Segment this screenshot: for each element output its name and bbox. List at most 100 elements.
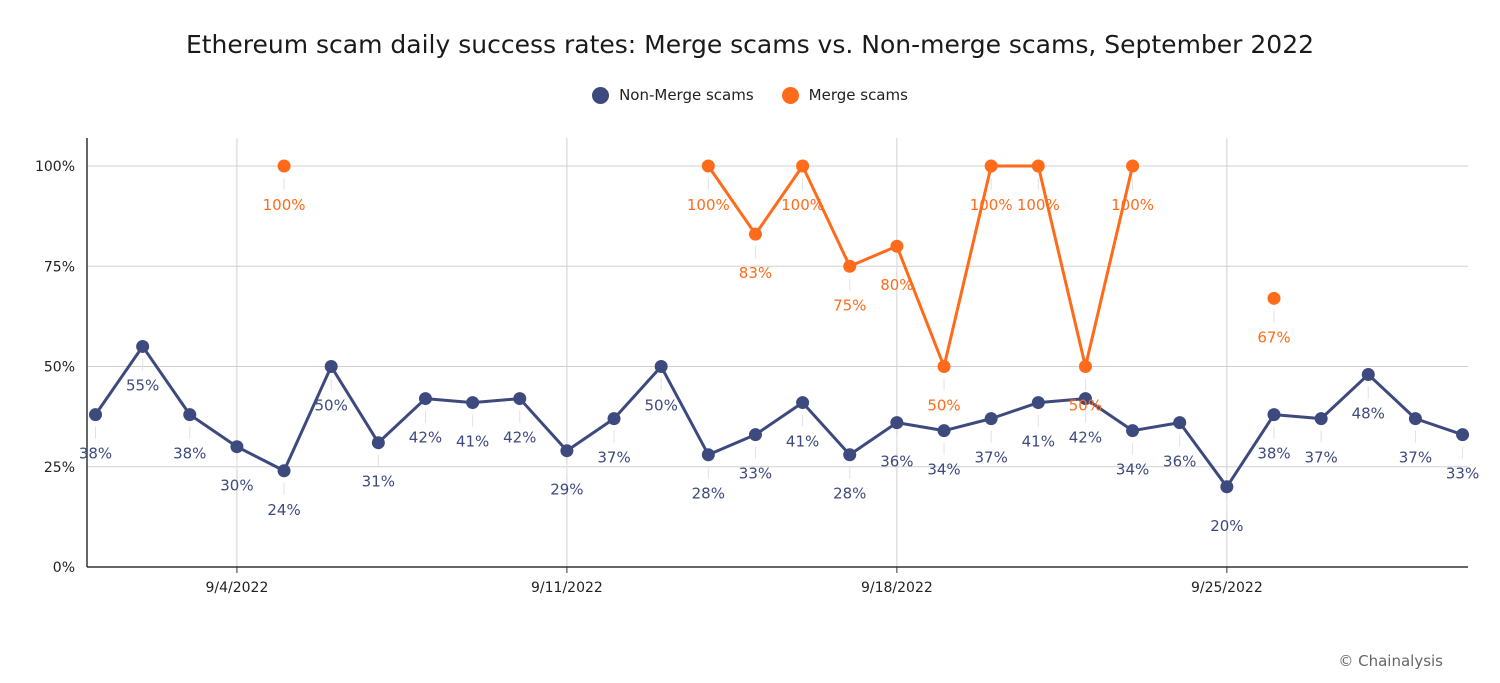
merge-data-label: 100% xyxy=(263,196,306,214)
non-merge-point xyxy=(1031,396,1045,410)
non-merge-point xyxy=(843,448,857,462)
non-merge-point xyxy=(371,436,385,450)
non-merge-data-label: 20% xyxy=(1210,517,1243,535)
x-tick-label: 9/11/2022 xyxy=(531,580,603,596)
merge-point xyxy=(1267,291,1281,305)
non-merge-data-label: 41% xyxy=(786,433,819,451)
non-merge-point xyxy=(796,396,810,410)
non-merge-data-label: 36% xyxy=(1163,453,1196,471)
legend-label-merge: Merge scams xyxy=(808,86,908,104)
merge-point xyxy=(748,227,762,241)
merge-point xyxy=(1031,159,1045,173)
legend-item-merge[interactable]: Merge scams xyxy=(781,86,908,104)
non-merge-point xyxy=(418,392,432,406)
non-merge-data-label: 38% xyxy=(1257,445,1290,463)
non-merge-data-label: 24% xyxy=(267,501,300,519)
non-merge-point xyxy=(1456,428,1470,442)
non-merge-data-label: 42% xyxy=(1069,429,1102,447)
non-merge-point xyxy=(89,408,102,422)
non-merge-data-label: 37% xyxy=(974,449,1007,467)
y-tick-label: 25% xyxy=(44,460,75,476)
merge-line xyxy=(707,164,1135,368)
non-merge-data-label: 33% xyxy=(1446,465,1479,483)
non-merge-point xyxy=(230,440,244,454)
non-merge-point xyxy=(890,416,904,430)
merge-data-label: 100% xyxy=(1017,196,1060,214)
non-merge-data-label: 50% xyxy=(645,397,678,415)
non-merge-data-label: 55% xyxy=(126,376,159,394)
non-merge-data-label: 28% xyxy=(833,485,866,503)
non-merge-data-label: 37% xyxy=(597,449,630,467)
non-merge-data-label: 50% xyxy=(315,397,348,415)
non-merge-point xyxy=(324,360,338,373)
non-merge-data-label: 34% xyxy=(1116,461,1149,479)
merge-data-label: 100% xyxy=(781,196,824,214)
non-merge-point xyxy=(560,444,574,458)
merge-point xyxy=(843,259,857,273)
non-merge-point xyxy=(748,428,762,442)
non-merge-data-label: 33% xyxy=(739,465,772,483)
non-merge-data-label: 30% xyxy=(220,477,253,495)
non-merge-data-label: 37% xyxy=(1304,449,1337,467)
merge-point xyxy=(890,239,904,253)
y-tick-label: 100% xyxy=(35,159,75,175)
merge-point xyxy=(701,159,715,173)
non-merge-point xyxy=(1078,392,1092,406)
merge-data-label: 67% xyxy=(1257,328,1290,346)
non-merge-point xyxy=(654,360,668,373)
non-merge-data-label: 42% xyxy=(503,429,536,447)
non-merge-data-label: 41% xyxy=(1022,433,1055,451)
credit: © Chainalysis xyxy=(1338,652,1443,670)
non-merge-data-label: 42% xyxy=(409,429,442,447)
legend-label-non-merge: Non-Merge scams xyxy=(619,86,754,104)
non-merge-data-label: 38% xyxy=(173,445,206,463)
non-merge-point xyxy=(1361,368,1375,382)
legend-marker-merge xyxy=(781,86,799,104)
non-merge-data-label: 34% xyxy=(927,461,960,479)
non-merge-point xyxy=(1220,480,1234,494)
non-merge-point xyxy=(1408,412,1422,426)
merge-point xyxy=(1078,360,1092,373)
y-tick-label: 75% xyxy=(44,259,75,275)
merge-data-label: 100% xyxy=(687,196,730,214)
merge-data-label: 83% xyxy=(739,264,772,282)
merge-data-label: 100% xyxy=(1111,196,1154,214)
non-merge-point xyxy=(183,408,197,422)
merge-data-label: 75% xyxy=(833,296,866,314)
non-merge-data-label: 29% xyxy=(550,481,583,499)
non-merge-point xyxy=(513,392,527,406)
legend: Non-Merge scams Merge scams xyxy=(0,86,1500,104)
non-merge-data-label: 28% xyxy=(692,485,725,503)
y-tick-label: 50% xyxy=(44,360,75,376)
non-merge-point xyxy=(607,412,621,426)
non-merge-point xyxy=(1267,408,1281,422)
non-merge-point xyxy=(1314,412,1328,426)
x-tick-label: 9/18/2022 xyxy=(861,580,933,596)
non-merge-point xyxy=(701,448,715,462)
non-merge-data-label: 37% xyxy=(1399,449,1432,467)
merge-point xyxy=(796,159,810,173)
non-merge-point xyxy=(1126,424,1140,438)
non-merge-data-label: 41% xyxy=(456,433,489,451)
non-merge-point xyxy=(984,412,998,426)
non-merge-data-label: 36% xyxy=(880,453,913,471)
merge-data-label: 50% xyxy=(927,397,960,415)
non-merge-data-label: 31% xyxy=(362,473,395,491)
x-tick-label: 9/25/2022 xyxy=(1191,580,1263,596)
non-merge-data-label: 38% xyxy=(79,445,112,463)
merge-data-label: 50% xyxy=(1069,397,1102,415)
chart-title: Ethereum scam daily success rates: Merge… xyxy=(185,30,1315,59)
non-merge-point xyxy=(136,339,150,353)
merge-data-label: 100% xyxy=(970,196,1013,214)
non-merge-point xyxy=(277,464,291,478)
non-merge-point xyxy=(466,396,480,410)
merge-point xyxy=(937,360,951,373)
non-merge-line xyxy=(94,344,1464,489)
legend-marker-non-merge xyxy=(592,86,610,104)
non-merge-point xyxy=(1173,416,1187,430)
merge-point xyxy=(1126,159,1140,173)
legend-item-non-merge[interactable]: Non-Merge scams xyxy=(592,86,754,104)
non-merge-point xyxy=(937,424,951,438)
x-tick-label: 9/4/2022 xyxy=(205,580,268,596)
